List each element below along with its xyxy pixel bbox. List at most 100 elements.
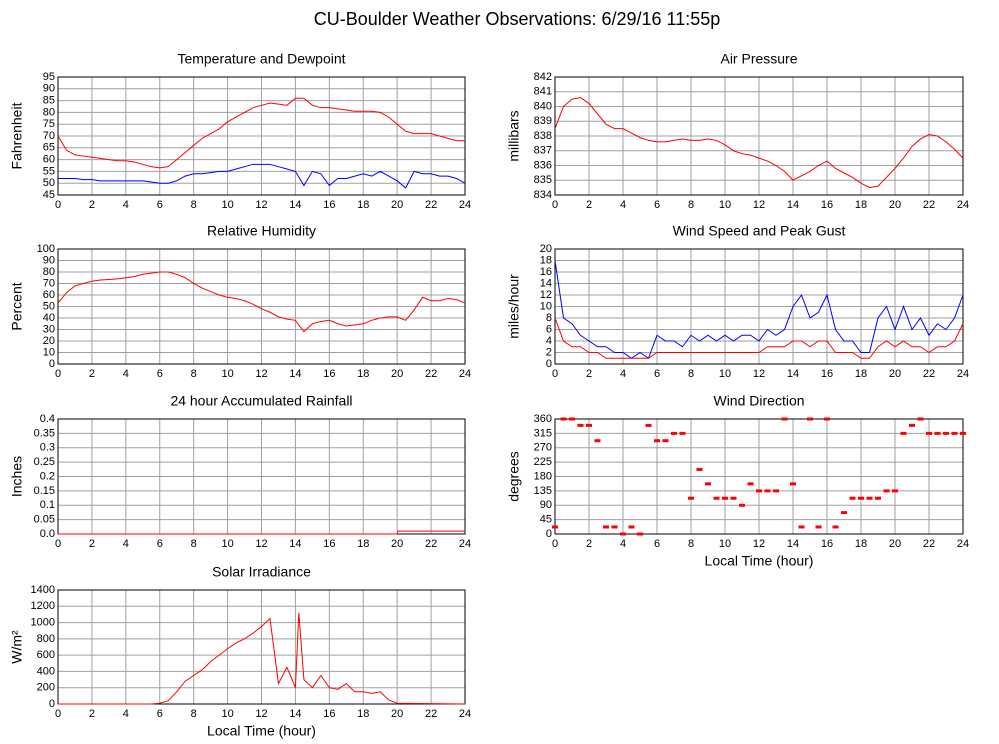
x-tick-label: 14 [289, 199, 301, 211]
y-axis-title: Fahrenheit [9, 102, 25, 169]
y-tick-label: 400 [37, 665, 55, 677]
x-tick-label: 2 [89, 368, 95, 380]
x-tick-label: 10 [221, 199, 233, 211]
y-tick-label: 0 [546, 358, 552, 370]
data-point [841, 511, 847, 515]
data-point [764, 489, 771, 493]
y-tick-label: 0.1 [40, 499, 55, 511]
x-tick-label: 18 [357, 368, 369, 380]
x-tick-label: 16 [323, 708, 335, 720]
plot-frame [554, 76, 964, 196]
x-tick-label: 14 [787, 538, 799, 550]
x-tick-label: 18 [855, 538, 867, 550]
data-line [58, 163, 466, 189]
y-tick-label: 315 [534, 427, 552, 439]
data-point [926, 431, 932, 435]
x-tick-label: 24 [459, 368, 471, 380]
y-tick-label: 95 [43, 71, 55, 83]
data-point [781, 417, 788, 421]
y-tick-label: 840 [534, 100, 552, 112]
x-tick-label: 22 [923, 538, 935, 550]
x-tick-label: 8 [688, 368, 694, 380]
x-tick-label: 4 [123, 368, 129, 380]
data-point [696, 467, 703, 471]
data-line [57, 97, 465, 169]
y-tick-label: 75 [43, 118, 55, 130]
data-point [951, 431, 958, 435]
x-tick-label: 4 [620, 199, 626, 211]
x-tick-label: 24 [459, 199, 471, 211]
y-tick-label: 135 [534, 485, 552, 497]
chart-title: Wind Speed and Peak Gust [673, 223, 846, 239]
x-tick-label: 22 [923, 199, 935, 211]
x-tick-label: 4 [620, 538, 626, 550]
data-point [645, 423, 652, 427]
x-tick-label: 12 [753, 368, 765, 380]
x-tick-label: 4 [123, 538, 129, 550]
data-line [58, 612, 466, 705]
y-tick-label: 10 [43, 346, 55, 358]
data-point [773, 489, 779, 493]
x-tick-label: 20 [391, 368, 403, 380]
y-tick-label: 60 [43, 154, 55, 166]
x-tick-label: 18 [357, 199, 369, 211]
x-tick-label: 12 [255, 708, 267, 720]
x-tick-label: 24 [957, 538, 969, 550]
x-tick-label: 2 [89, 708, 95, 720]
data-point [577, 423, 584, 427]
x-tick-label: 20 [889, 199, 901, 211]
y-tick-label: 14 [540, 277, 552, 289]
y-tick-label: 90 [43, 254, 55, 266]
y-tick-label: 10 [540, 300, 552, 312]
data-point [747, 482, 754, 486]
x-tick-label: 0 [55, 538, 61, 550]
x-tick-label: 0 [552, 368, 558, 380]
x-tick-label: 4 [123, 708, 129, 720]
y-tick-label: 842 [534, 71, 552, 83]
y-axis-title: W/m² [9, 630, 25, 664]
x-tick-label: 10 [719, 368, 731, 380]
x-tick-label: 0 [55, 199, 61, 211]
x-tick-label: 6 [157, 708, 163, 720]
x-tick-label: 2 [586, 368, 592, 380]
x-tick-label: 10 [719, 199, 731, 211]
data-point [798, 525, 805, 529]
data-point [654, 439, 660, 443]
y-tick-label: 0.2 [40, 470, 55, 482]
x-tick-label: 20 [391, 538, 403, 550]
data-point [824, 417, 830, 421]
x-tick-label: 6 [157, 199, 163, 211]
y-tick-label: 45 [43, 189, 55, 201]
x-tick-label: 24 [957, 199, 969, 211]
x-tick-label: 18 [357, 538, 369, 550]
data-point [713, 496, 720, 500]
y-tick-label: 225 [534, 456, 552, 468]
x-tick-label: 2 [586, 538, 592, 550]
x-tick-label: 6 [654, 199, 660, 211]
x-tick-label: 18 [855, 368, 867, 380]
x-tick-label: 10 [221, 538, 233, 550]
data-point [560, 417, 567, 421]
data-point [832, 525, 839, 529]
data-point [960, 431, 966, 435]
y-tick-label: 90 [43, 83, 55, 95]
chart-title: 24 hour Accumulated Rainfall [170, 393, 352, 409]
chart-title: Air Pressure [720, 51, 797, 67]
x-tick-label: 14 [289, 368, 301, 380]
x-tick-label: 6 [157, 538, 163, 550]
data-point [807, 417, 813, 421]
y-tick-label: 0 [546, 528, 552, 540]
y-tick-label: 50 [43, 300, 55, 312]
data-point [883, 489, 890, 493]
x-tick-label: 20 [889, 368, 901, 380]
y-tick-label: 70 [43, 277, 55, 289]
y-tick-label: 835 [534, 174, 552, 186]
x-tick-label: 22 [425, 368, 437, 380]
y-tick-label: 45 [540, 514, 552, 526]
x-tick-label: 16 [323, 199, 335, 211]
x-tick-label: 8 [191, 538, 197, 550]
y-tick-label: 80 [43, 106, 55, 118]
data-point [934, 431, 941, 435]
y-axis-title: Inches [9, 456, 25, 497]
x-tick-label: 12 [255, 368, 267, 380]
